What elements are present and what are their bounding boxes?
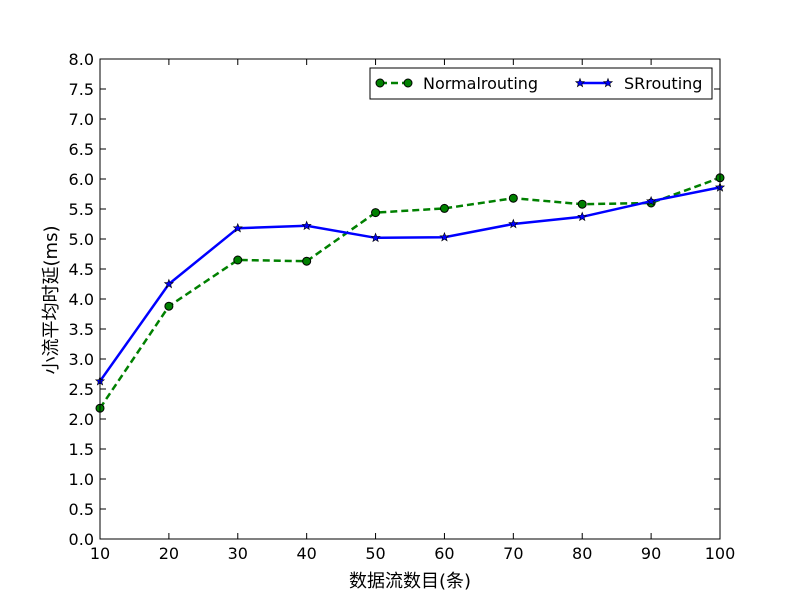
series-layer (94, 173, 726, 413)
data-point-normalrouting (439, 203, 449, 213)
y-tick-label: 2.5 (69, 380, 94, 399)
y-tick-label: 6.0 (69, 170, 94, 189)
series-line-srrouting (98, 186, 721, 382)
data-point-srrouting (163, 278, 174, 289)
data-point-normalrouting (164, 301, 174, 311)
data-point-normalrouting (233, 255, 243, 265)
series-line-normalrouting (98, 176, 721, 409)
y-tick-label: 1.0 (69, 470, 94, 489)
y-tick-label: 2.0 (69, 410, 94, 429)
x-tick-label: 100 (705, 544, 736, 563)
data-point-normalrouting (508, 193, 518, 203)
y-tick-label: 3.5 (69, 320, 94, 339)
data-point-srrouting (301, 220, 312, 231)
y-tick-label: 6.5 (69, 140, 94, 159)
legend-label-normalrouting: Normalrouting (423, 74, 538, 93)
y-tick-label: 7.5 (69, 80, 94, 99)
x-tick-label: 40 (296, 544, 316, 563)
data-point-srrouting (646, 195, 657, 206)
y-tick-label: 5.5 (69, 200, 94, 219)
data-point-normalrouting (371, 208, 381, 218)
data-point-srrouting (370, 232, 381, 243)
y-tick-label: 8.0 (69, 50, 94, 69)
data-point-normalrouting (577, 199, 587, 209)
y-tick-label: 7.0 (69, 110, 94, 129)
y-tick-label: 4.5 (69, 260, 94, 279)
x-axis-label: 数据流数目(条) (349, 571, 471, 592)
data-point-srrouting (232, 222, 243, 233)
x-tick-label: 60 (434, 544, 454, 563)
data-point-srrouting (508, 218, 519, 229)
y-axis-label: 小流平均时延(ms) (41, 226, 62, 375)
x-tick-label: 90 (641, 544, 661, 563)
legend-marker-normalrouting (403, 78, 413, 88)
x-tick-label: 10 (90, 544, 110, 563)
data-point-normalrouting (302, 256, 312, 266)
y-tick-label: 0.5 (69, 500, 94, 519)
y-tick-label: 5.0 (69, 230, 94, 249)
x-tick-label: 20 (159, 544, 179, 563)
y-axis-ticks: 0.0 0.5 1.0 1.5 2.0 2.5 3.0 3.5 4.0 4.5 5.0 5.5 6.0 6… (69, 50, 720, 549)
legend-marker-srrouting (602, 77, 614, 88)
x-tick-label: 50 (365, 544, 385, 563)
legend: Normalrouting SRrouting (369, 67, 713, 100)
x-tick-label: 80 (572, 544, 592, 563)
x-tick-label: 30 (228, 544, 248, 563)
x-axis-ticks: 10 20 30 40 50 60 70 80 90 100 (90, 59, 735, 563)
plot-frame (99, 58, 721, 540)
legend-box (369, 67, 713, 100)
data-point-srrouting (439, 231, 450, 242)
y-tick-label: 4.0 (69, 290, 94, 309)
legend-label-srrouting: SRrouting (624, 74, 702, 93)
x-tick-label: 70 (503, 544, 523, 563)
y-tick-label: 1.5 (69, 440, 94, 459)
y-tick-label: 0.0 (69, 530, 94, 549)
legend-marker-srrouting (574, 77, 586, 88)
legend-marker-normalrouting (375, 78, 385, 88)
data-point-srrouting (577, 211, 588, 222)
y-tick-label: 3.0 (69, 350, 94, 369)
